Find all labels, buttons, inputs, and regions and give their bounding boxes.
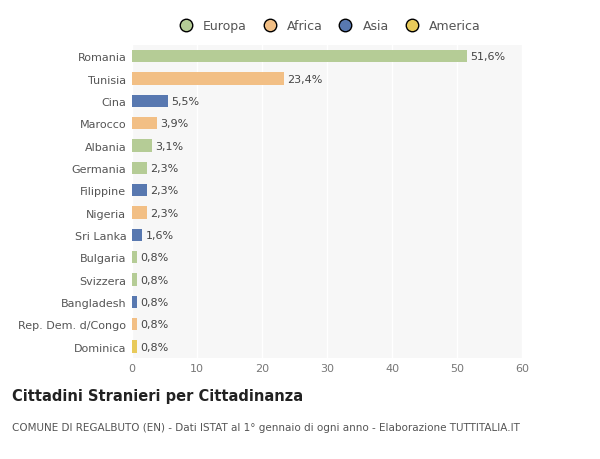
Bar <box>132 319 137 330</box>
Bar <box>132 95 168 108</box>
Text: 2,3%: 2,3% <box>150 186 178 196</box>
Text: 1,6%: 1,6% <box>146 230 174 241</box>
Bar <box>132 230 142 241</box>
Bar <box>132 296 137 308</box>
Bar <box>132 341 137 353</box>
Text: 51,6%: 51,6% <box>470 52 506 62</box>
Bar <box>132 185 147 197</box>
Text: 23,4%: 23,4% <box>287 74 323 84</box>
Text: 3,9%: 3,9% <box>161 119 189 129</box>
Text: 5,5%: 5,5% <box>171 97 199 106</box>
Bar <box>132 140 152 152</box>
Text: 2,3%: 2,3% <box>150 208 178 218</box>
Bar <box>132 252 137 264</box>
Text: Cittadini Stranieri per Cittadinanza: Cittadini Stranieri per Cittadinanza <box>12 388 303 403</box>
Text: 0,8%: 0,8% <box>140 253 169 263</box>
Text: 2,3%: 2,3% <box>150 163 178 174</box>
Text: COMUNE DI REGALBUTO (EN) - Dati ISTAT al 1° gennaio di ogni anno - Elaborazione : COMUNE DI REGALBUTO (EN) - Dati ISTAT al… <box>12 422 520 432</box>
Bar <box>132 162 147 175</box>
Legend: Europa, Africa, Asia, America: Europa, Africa, Asia, America <box>173 21 481 34</box>
Bar <box>132 51 467 63</box>
Text: 0,8%: 0,8% <box>140 319 169 330</box>
Text: 0,8%: 0,8% <box>140 275 169 285</box>
Bar <box>132 274 137 286</box>
Bar <box>132 73 284 85</box>
Text: 0,8%: 0,8% <box>140 297 169 307</box>
Text: 3,1%: 3,1% <box>155 141 184 151</box>
Text: 0,8%: 0,8% <box>140 342 169 352</box>
Bar <box>132 118 157 130</box>
Bar <box>132 207 147 219</box>
